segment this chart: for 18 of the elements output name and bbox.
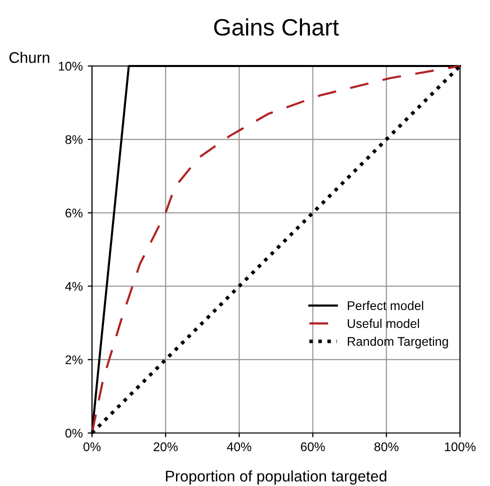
x-tick-label: 40%	[226, 442, 252, 452]
legend-label: Random Targeting	[348, 336, 448, 348]
y-axis-title: Churn	[9, 52, 50, 63]
y-tick-label: 8%	[65, 135, 83, 144]
x-tick-label: 20%	[154, 442, 178, 452]
x-tick-label: 60%	[300, 442, 325, 452]
y-tick-label: 2%	[66, 355, 83, 364]
x-axis-title: Proportion of population targeted	[166, 470, 386, 485]
legend-label: Useful model	[348, 318, 419, 328]
chart-title: Gains Chart	[214, 18, 339, 36]
y-tick-label: 10%	[58, 62, 83, 71]
x-tick-label: 100%	[444, 442, 476, 452]
legend-label: Perfect model	[348, 300, 424, 310]
x-tick-label: 0%	[83, 442, 101, 452]
x-tick-label: 80%	[374, 442, 398, 452]
y-tick-label: 0%	[65, 428, 83, 438]
y-tick-label: 6%	[66, 208, 83, 218]
y-tick-label: 4%	[65, 282, 83, 291]
